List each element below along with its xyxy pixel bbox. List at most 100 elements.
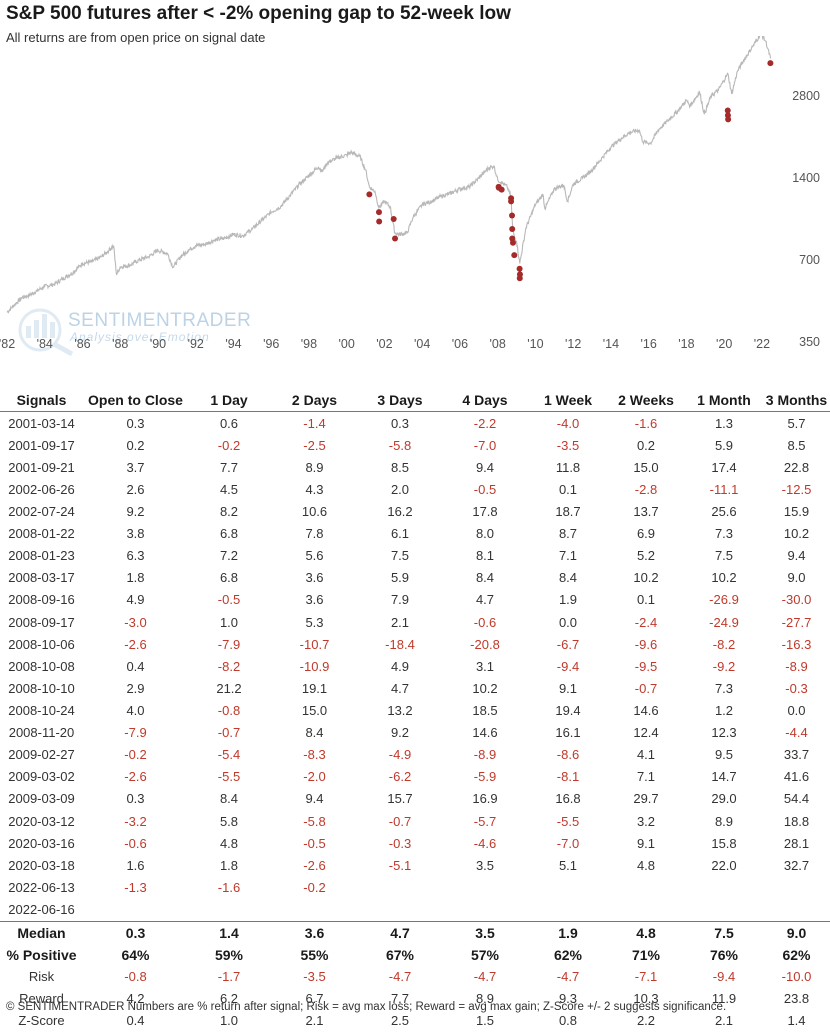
- table-cell: 10.6: [301, 503, 328, 519]
- row-label: 2008-03-17: [8, 570, 75, 586]
- table-cell: 4.0: [126, 702, 145, 718]
- table-cell: 0.3: [126, 415, 145, 431]
- column-header: 1 Month: [685, 389, 763, 412]
- table-cell: 76%: [709, 946, 739, 963]
- table-cell: -2.2: [473, 415, 497, 431]
- table-cell: 15.0: [301, 702, 328, 718]
- table-cell: 4.8: [219, 835, 239, 851]
- table-cell: 14.7: [711, 769, 737, 785]
- table-cell: 19.1: [301, 680, 328, 696]
- table-row: 2008-09-16 4.9 -0.5 3.6 7.9 4.7 1.9 0.1 -26.9 -30…: [0, 589, 830, 611]
- table-cell: -0.7: [388, 813, 412, 829]
- row-label: Risk: [28, 969, 55, 985]
- price-line: [6, 36, 772, 314]
- table-cell: 0.6: [219, 415, 239, 431]
- table-cell: -7.0: [473, 437, 497, 453]
- table-cell: -7.0: [556, 835, 580, 851]
- price-chart: SENTIMENTRADER Analysis over Emotion 350…: [0, 36, 820, 357]
- table-cell: 0.3: [390, 415, 410, 431]
- table-cell: [359, 898, 441, 921]
- table-cell: 1.3: [714, 415, 734, 431]
- table-cell: -6.2: [388, 769, 412, 785]
- table-cell: 32.7: [783, 857, 810, 873]
- table-cell: 3.6: [305, 592, 324, 608]
- footer-note: © SENTIMENTRADER Numbers are % return af…: [6, 1001, 727, 1013]
- table-cell: 17.4: [711, 459, 737, 475]
- table-cell: 3.7: [126, 459, 145, 475]
- table-cell: -0.6: [473, 614, 497, 630]
- table-cell: -0.5: [217, 592, 241, 608]
- table-cell: 10.2: [783, 526, 810, 542]
- table-cell: -1.4: [303, 415, 326, 431]
- table-row: 2002-06-26 2.6 4.5 4.3 2.0 -0.5 0.1 -2.8 -11.1 -1…: [0, 478, 830, 500]
- row-label: 2008-01-22: [8, 526, 75, 542]
- table-cell: 8.5: [787, 437, 806, 453]
- watermark-logo-icon: [18, 308, 74, 357]
- row-label: Median: [0, 920, 83, 944]
- table-cell: 9.1: [558, 680, 578, 696]
- table-cell: 41.6: [783, 769, 810, 785]
- table-cell: 9.4: [787, 548, 806, 564]
- table-cell: -2.6: [303, 857, 326, 873]
- table-cell: 15.8: [711, 835, 737, 851]
- table-cell: -7.9: [217, 636, 241, 652]
- table-cell: 6.1: [390, 526, 410, 542]
- table-cell: -3.2: [124, 813, 147, 829]
- table-cell: 15.9: [783, 503, 810, 519]
- row-label: Reward: [19, 991, 64, 1007]
- table-cell: 7.1: [636, 769, 656, 785]
- table-cell: 12.3: [711, 725, 737, 741]
- row-label: 2002-06-26: [8, 481, 75, 497]
- signal-marker: [724, 107, 731, 114]
- table-cell: 8.2: [219, 503, 239, 519]
- table-cell: 18.8: [783, 813, 810, 829]
- table-cell: 21.2: [216, 680, 242, 696]
- table-cell: 7.8: [305, 526, 324, 542]
- row-label: 2022-06-13: [8, 879, 75, 895]
- column-header: 3 Days: [359, 389, 441, 412]
- table-cell: [685, 876, 763, 898]
- table-cell: 0.3: [126, 791, 145, 807]
- table-cell: 3.1: [475, 658, 495, 674]
- table-row: 2008-01-22 3.8 6.8 7.8 6.1 8.0 8.7 6.9 7.3 10.2: [0, 523, 830, 545]
- column-header: Open to Close: [83, 389, 188, 412]
- table-cell: -12.5: [781, 481, 812, 497]
- x-tick-label-10: '02: [376, 337, 392, 351]
- signal-marker: [508, 198, 515, 205]
- table-cell: -11.1: [709, 481, 739, 497]
- x-tick-label-11: '04: [414, 337, 430, 351]
- table-row: 2008-11-20 -7.9 -0.7 8.4 9.2 14.6 16.1 12.4 12.3…: [0, 722, 830, 744]
- table-cell: 2.0: [390, 481, 410, 497]
- table-cell: -5.5: [217, 769, 241, 785]
- table-cell: 4.9: [390, 658, 410, 674]
- table-cell: 1.9: [529, 920, 607, 944]
- signal-marker: [375, 209, 382, 216]
- table-cell: -0.3: [785, 680, 808, 696]
- table-cell: 4.8: [607, 920, 685, 944]
- table-cell: 25.6: [711, 503, 737, 519]
- row-label: 2008-10-24: [8, 702, 75, 718]
- table-row: 2009-03-02 -2.6 -5.5 -2.0 -6.2 -5.9 -8.1 7.1 14.…: [0, 766, 830, 788]
- table-cell: 7.7: [219, 459, 239, 475]
- x-tick-label-17: '16: [641, 337, 657, 351]
- x-tick-label-4: '90: [150, 337, 166, 351]
- table-cell: -1.6: [634, 415, 658, 431]
- x-tick-label-15: '12: [565, 337, 581, 351]
- y-tick-label-0: 350: [799, 335, 820, 349]
- signal-marker: [366, 191, 373, 198]
- table-cell: 23.8: [783, 991, 810, 1007]
- x-tick-label-5: '92: [188, 337, 204, 351]
- table-cell: 6.2: [219, 991, 239, 1007]
- x-tick-label-19: '20: [716, 337, 732, 351]
- table-cell: -4.7: [556, 969, 580, 985]
- x-tick-label-2: '86: [74, 337, 90, 351]
- row-label: 2020-03-16: [8, 835, 75, 851]
- column-header: 1 Week: [529, 389, 607, 412]
- table-cell: -3.0: [124, 614, 147, 630]
- table-cell: -8.2: [217, 658, 241, 674]
- table-cell: -7.1: [634, 969, 658, 985]
- row-label: 2008-09-17: [8, 614, 75, 630]
- table-cell: 5.7: [787, 415, 806, 431]
- x-tick-label-20: '22: [754, 337, 770, 351]
- row-label: 2001-03-14: [8, 415, 75, 431]
